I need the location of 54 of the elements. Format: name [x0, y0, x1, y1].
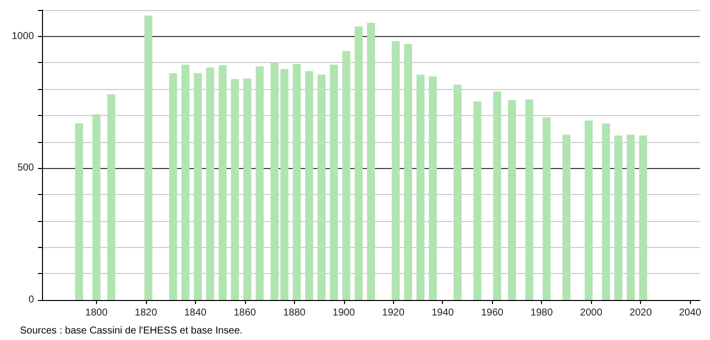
- bar: [342, 51, 350, 300]
- bar: [367, 22, 375, 300]
- x-tick-label: 1840: [184, 308, 207, 318]
- x-tick-label: 1980: [530, 308, 554, 318]
- bar: [626, 134, 635, 300]
- bar: [416, 74, 424, 300]
- bar: [602, 123, 610, 300]
- bar: [562, 134, 570, 300]
- bar: [292, 64, 301, 300]
- bar: [280, 69, 288, 300]
- x-tick-label: 1800: [85, 308, 108, 318]
- x-tick-label: 1900: [332, 308, 356, 318]
- bar: [107, 94, 116, 300]
- x-tick-label: 1960: [481, 308, 504, 318]
- x-tick-label: 1920: [382, 308, 405, 318]
- bar: [473, 101, 482, 300]
- bar: [542, 117, 551, 300]
- bar: [256, 66, 264, 300]
- bar: [206, 67, 214, 300]
- bar: [305, 71, 314, 300]
- bar: [194, 73, 202, 300]
- bar: [428, 76, 437, 300]
- x-tick-label: 1940: [432, 308, 454, 318]
- x-tick-label: 1880: [283, 308, 306, 318]
- bar: [392, 41, 400, 300]
- bar: [181, 64, 190, 300]
- x-tick-label: 1820: [134, 308, 158, 318]
- bar: [243, 78, 252, 300]
- x-tick-label: 2040: [678, 308, 702, 318]
- bar: [493, 91, 502, 300]
- bar: [404, 44, 412, 300]
- bar: [218, 65, 227, 300]
- bar: [354, 26, 363, 300]
- x-tick-label: 2020: [630, 308, 652, 318]
- bar: [318, 74, 326, 300]
- bar: [270, 62, 279, 300]
- bar: [144, 16, 152, 300]
- bar: [330, 64, 338, 300]
- bar: [75, 123, 84, 300]
- x-tick-label: 1860: [234, 308, 256, 318]
- x-tick-label: 2000: [580, 308, 603, 318]
- bar: [584, 120, 593, 300]
- bar: [92, 114, 100, 300]
- bar: [614, 135, 622, 300]
- bar: [230, 79, 239, 300]
- y-tick-label: 500: [17, 162, 34, 174]
- bar: [639, 135, 648, 300]
- bar: [525, 99, 534, 300]
- bar: [454, 84, 462, 300]
- y-tick-label: 0: [28, 294, 34, 306]
- source-note: Sources : base Cassini de l'EHESS et base Insee.: [20, 326, 243, 336]
- bar: [508, 100, 516, 300]
- y-tick-label: 1000: [12, 30, 34, 42]
- bar: [169, 73, 178, 300]
